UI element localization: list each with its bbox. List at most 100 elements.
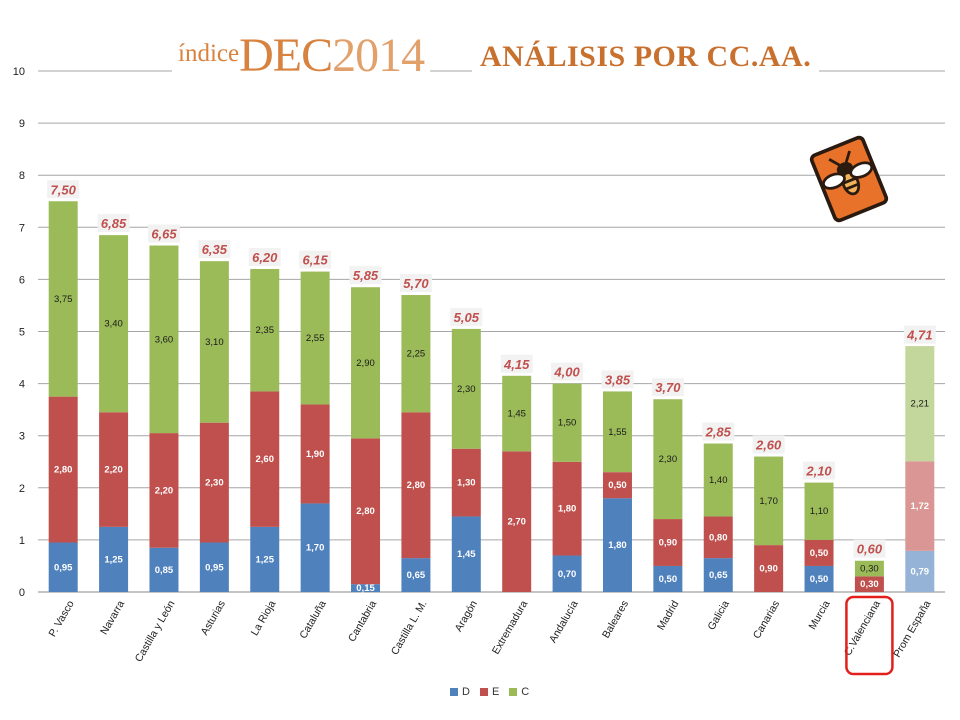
- bar-segment-e: [854, 576, 884, 592]
- x-tick-label: Cantabria: [346, 598, 379, 644]
- total-label: 6,35: [202, 242, 228, 257]
- bar-segment-d: [804, 565, 834, 592]
- y-tick-label: 0: [19, 587, 25, 599]
- bar-segment-e: [48, 396, 78, 543]
- bar-segment-d: [905, 550, 935, 592]
- segment-label: 1,45: [457, 549, 476, 560]
- total-label-bg: [702, 422, 735, 441]
- x-tick-label: Aragón: [453, 598, 480, 633]
- bars: [48, 201, 935, 592]
- total-label-bg: [803, 461, 836, 480]
- x-tick-label: La Rioja: [249, 598, 279, 638]
- segment-label: 1,80: [608, 540, 627, 551]
- segment-label: 2,90: [356, 358, 375, 369]
- y-tick-label: 9: [19, 118, 25, 130]
- segment-label: 3,75: [54, 294, 73, 305]
- segment-label: 2,80: [407, 480, 426, 491]
- bar-segment-d: [703, 558, 733, 592]
- segment-label: 0,50: [608, 480, 627, 491]
- segment-label: 0,70: [558, 569, 577, 580]
- bar-segment-e: [502, 451, 532, 592]
- bar-segment-d: [149, 547, 179, 592]
- segment-label: 1,90: [306, 449, 325, 460]
- bar-segment-e: [754, 545, 784, 592]
- bee-badge-icon: [809, 135, 889, 223]
- bar-segment-d: [602, 498, 632, 592]
- bar-segment-e: [602, 472, 632, 499]
- segment-label: 1,80: [558, 504, 577, 515]
- total-label: 5,05: [454, 310, 480, 325]
- bar-segment-c: [401, 295, 431, 413]
- x-tick-label: Extremadura: [490, 598, 531, 656]
- total-label: 6,85: [101, 216, 127, 231]
- legend-label-d: D: [462, 686, 470, 698]
- legend-label-e: E: [491, 686, 500, 698]
- bar-segment-e: [300, 404, 330, 504]
- total-label-bg: [47, 180, 80, 199]
- bar-segment-e: [703, 516, 733, 559]
- x-tick-label: Murcia: [806, 598, 832, 631]
- x-tick-label: Galicia: [705, 598, 732, 632]
- segment-label: 1,72: [911, 501, 930, 512]
- x-tick-label: Baleares: [600, 599, 631, 641]
- y-tick-label: 1: [19, 535, 25, 547]
- x-tick-label: Andalucía: [547, 598, 581, 645]
- segment-label: 0,85: [155, 565, 174, 576]
- segment-label: 0,90: [659, 538, 678, 549]
- total-label: 6,65: [151, 227, 177, 242]
- total-label-bg: [551, 362, 584, 381]
- segment-label: 2,30: [205, 478, 224, 489]
- bar-segment-e: [250, 391, 280, 527]
- bar-segment-d: [552, 555, 582, 592]
- total-label: 3,70: [655, 380, 681, 395]
- segment-label: 0,50: [810, 548, 829, 559]
- x-tick-label: Madrid: [655, 598, 682, 632]
- total-label-bg: [399, 274, 432, 293]
- y-axis: 0 1 2 3 4 5 6 7 8 9 10: [13, 66, 25, 599]
- legend-item-e: E: [479, 686, 500, 698]
- bar-segment-d: [48, 542, 78, 592]
- bar-segment-e: [552, 461, 582, 556]
- bar-segment-d: [351, 584, 381, 592]
- segment-label: 0,50: [659, 574, 678, 585]
- segment-label: 1,70: [759, 496, 778, 507]
- x-tick-label: Castilla L. M.: [389, 599, 430, 658]
- total-label-bg: [601, 370, 634, 389]
- bar-segment-c: [804, 482, 834, 540]
- bar-segment-e: [351, 438, 381, 585]
- total-label: 7,50: [51, 182, 77, 197]
- brand-logo: índiceDEC2014: [172, 28, 431, 88]
- bar-segment-d: [401, 558, 431, 592]
- segment-label: 0,30: [860, 564, 879, 575]
- legend-label-c: C: [521, 686, 530, 698]
- segment-label: 2,80: [356, 506, 375, 517]
- page-title: ANÁLISIS POR CC.AA.: [472, 40, 820, 74]
- x-axis: P. Vasco Navarra Castilla y León Asturias La…: [46, 598, 933, 664]
- bar-segment-d: [451, 516, 481, 592]
- x-tick-label: Prom España: [891, 598, 933, 659]
- bar-segment-e: [149, 433, 179, 548]
- bar-segment-c: [854, 560, 884, 577]
- y-tick-label: 10: [13, 66, 25, 78]
- bar-segment-d: [300, 503, 330, 592]
- segment-label: 2,20: [155, 485, 174, 496]
- highlight-box: [845, 595, 894, 676]
- bar-segment-c: [754, 456, 784, 546]
- total-label: 4,15: [503, 357, 530, 372]
- segment-label: 0,50: [810, 574, 829, 585]
- bar-segment-c: [653, 399, 683, 520]
- segment-labels: 0,95 2,80 3,75 1,25 2,20 3,40 0,85 2,20 3,60 0,95…: [54, 294, 929, 594]
- bar-segment-c: [48, 201, 78, 397]
- bar-segment-c: [250, 268, 280, 392]
- legend-swatch-c: [509, 688, 518, 696]
- segment-label: 2,80: [54, 465, 73, 476]
- legend-swatch-e: [479, 688, 488, 696]
- y-tick-label: 8: [19, 170, 25, 182]
- brand-year: 2014: [332, 29, 425, 82]
- total-label-bg: [752, 435, 785, 454]
- bar-segment-e: [804, 539, 834, 566]
- x-tick-label: Cataluña: [297, 598, 328, 641]
- highlight-rect: [845, 595, 894, 676]
- segment-label: 2,30: [659, 454, 678, 465]
